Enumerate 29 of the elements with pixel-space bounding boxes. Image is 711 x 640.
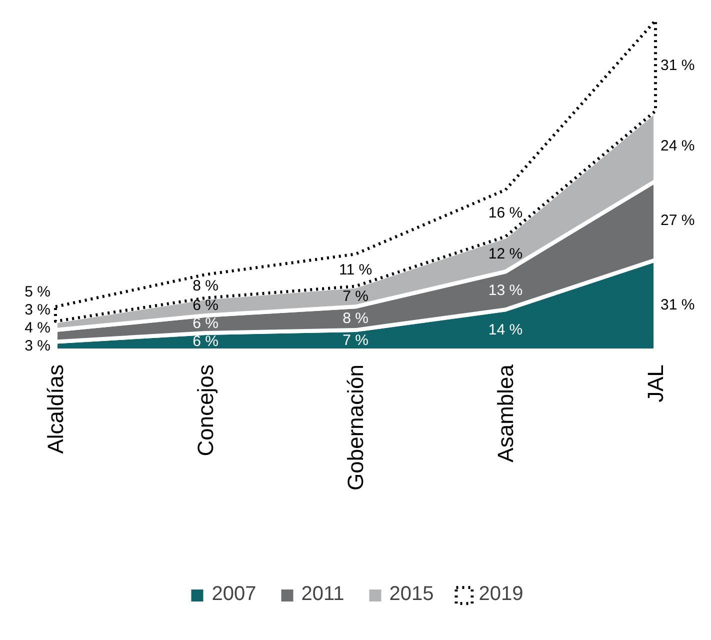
data-label: 7 %	[342, 332, 368, 349]
x-tick-label: Gobernación	[343, 364, 368, 490]
data-label: 27 %	[660, 212, 695, 230]
data-label: 31 %	[660, 57, 695, 74]
data-label: 6 %	[192, 315, 218, 332]
legend-label: 2019	[478, 583, 524, 606]
data-label: 31 %	[660, 296, 695, 314]
x-tick-label: Asamblea	[493, 364, 518, 462]
data-label: 13 %	[488, 282, 523, 300]
data-label: 6 %	[192, 333, 218, 350]
data-label: 7 %	[342, 288, 368, 305]
data-label: 12 %	[488, 246, 523, 263]
x-tick-label: Concejos	[193, 364, 218, 456]
data-label: 16 %	[488, 204, 523, 222]
data-label: 4 %	[24, 320, 51, 337]
x-tick-label: Alcaldías	[43, 364, 68, 454]
data-label: 3 %	[24, 302, 51, 319]
data-label: 14 %	[488, 322, 523, 339]
data-label: 6 %	[192, 297, 218, 314]
data-label: 8 %	[342, 310, 368, 327]
data-label: 24 %	[660, 138, 695, 155]
legend-label: 2011	[301, 583, 344, 606]
legend-label: 2015	[389, 583, 434, 606]
data-label: 5 %	[24, 284, 51, 301]
legend-label: 2007	[212, 583, 256, 606]
data-label: 8 %	[192, 278, 218, 295]
x-tick-label: JAL	[643, 364, 668, 402]
data-label: 3 %	[24, 338, 51, 355]
data-label: 11 %	[338, 262, 372, 279]
